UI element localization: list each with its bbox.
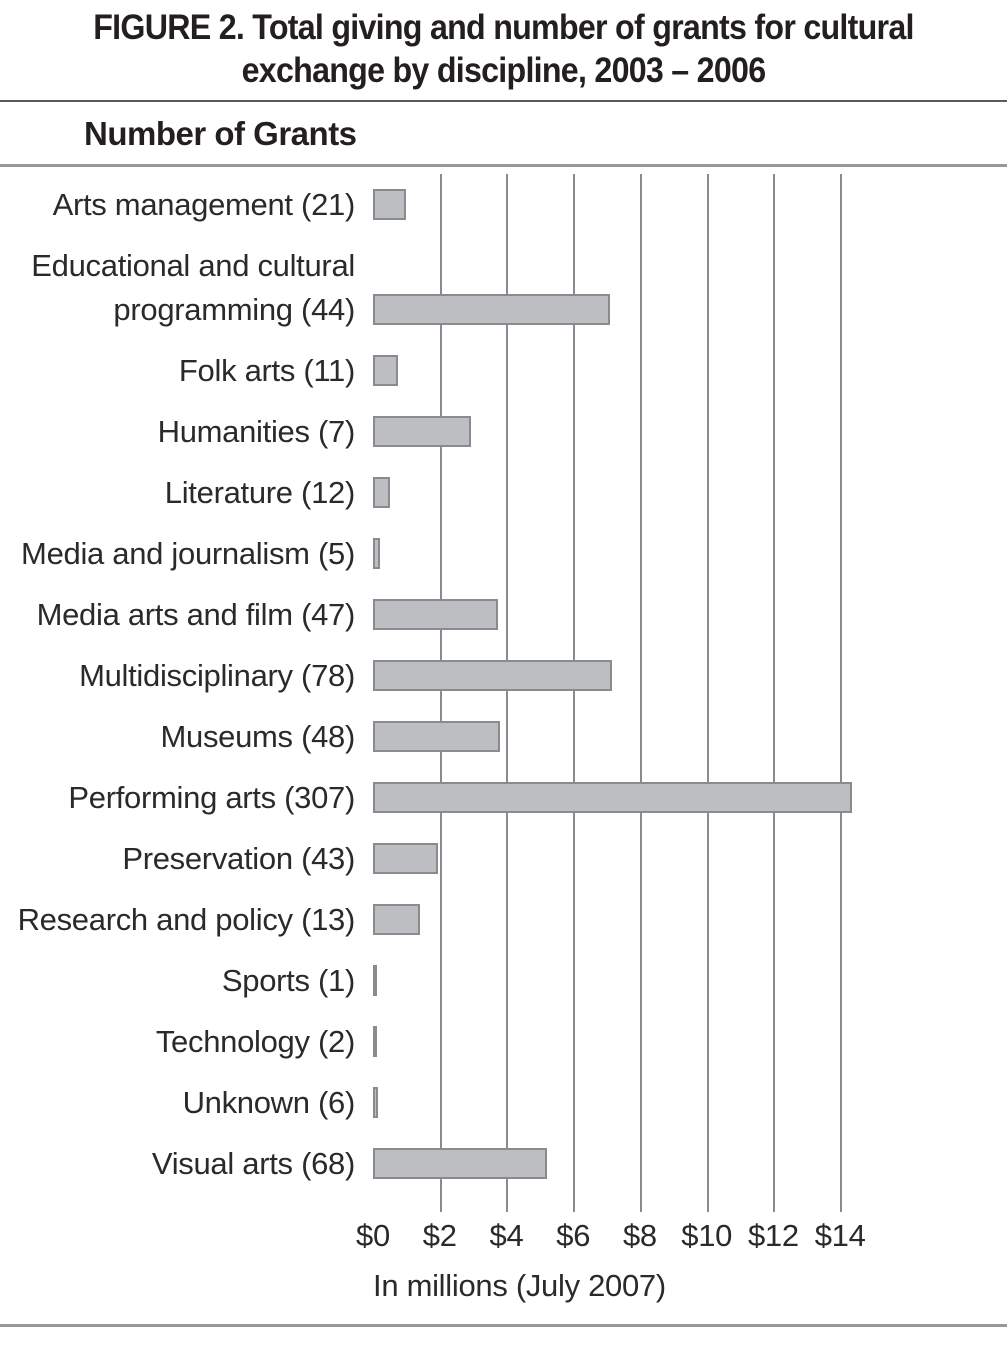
bar-cell [373,645,1007,706]
bar [373,843,439,874]
gridline [840,174,843,1212]
bar-cell [373,828,1007,889]
bar-row: Sports (1) [0,950,1007,1011]
bar [373,782,852,813]
bar-row: Performing arts (307) [0,767,1007,828]
gridline [506,174,509,1212]
bar-row: Preservation (43) [0,828,1007,889]
number-of-grants-header: Number of Grants [84,115,357,152]
category-label: Literature (12) [164,474,356,510]
bar [373,721,500,752]
gridline [639,174,642,1212]
bar [373,416,472,447]
category-label: Media and journalism (5) [21,535,355,571]
bar [373,1087,378,1118]
x-tick-label: $12 [747,1218,799,1253]
x-tick-label: $6 [556,1218,591,1253]
bar-row: Research and policy (13) [0,889,1007,950]
header-divider [0,164,1007,167]
bar-row: Educational and cultural programming (44) [0,235,1007,340]
bar-cell [373,340,1007,401]
bar-rows: Arts management (21) Educational and cult… [0,174,1007,1194]
bar-cell [373,889,1007,950]
gridline [573,174,576,1212]
category-label: Museums (48) [160,718,355,754]
category-label: Technology (2) [155,1023,355,1059]
category-label: Folk arts (11) [178,352,355,388]
category-label: Research and policy (13) [17,901,356,937]
figure-title-line1: FIGURE 2. Total giving and number of gra… [93,8,914,47]
gridlines [373,174,1007,1212]
category-label: Sports (1) [221,962,355,998]
bar-cell [373,174,1007,235]
x-tick-label: $0 [356,1218,390,1253]
x-tick-label: $2 [422,1218,457,1253]
bar-cell [373,950,1007,1011]
bar-row: Literature (12) [0,462,1007,523]
bar-cell [373,706,1007,767]
bar [373,660,612,691]
bar [373,1026,377,1057]
bar-row: Unknown (6) [0,1072,1007,1133]
bar [373,965,377,996]
bar-row: Visual arts (68) [0,1133,1007,1194]
category-label: Unknown (6) [182,1084,356,1120]
x-tick-label: $10 [681,1218,733,1253]
bar-row: Museums (48) [0,706,1007,767]
bottom-divider [0,1324,1007,1327]
category-label: Media arts and film (47) [36,596,356,632]
category-label: Educational and cultural programming (44) [31,248,355,327]
bar [373,477,390,508]
bar-chart: Arts management (21) Educational and cult… [0,174,1007,1212]
gridline [773,174,776,1212]
bar-row: Media arts and film (47) [0,584,1007,645]
x-tick-label: $4 [489,1218,524,1253]
bar-row: Technology (2) [0,1011,1007,1072]
bar-row: Arts management (21) [0,174,1007,235]
bar [373,538,380,569]
bar [373,599,499,630]
x-tick-label: $8 [622,1218,657,1253]
bar-cell [373,1011,1007,1072]
gridline [706,174,709,1212]
bar [373,355,399,386]
bar-cell [373,401,1007,462]
bar [373,294,610,325]
gridline [439,174,442,1212]
bar [373,904,420,935]
bar-row: Folk arts (11) [0,340,1007,401]
bar-row: Multidisciplinary (78) [0,645,1007,706]
bar-cell [373,584,1007,645]
figure-title-line2: exchange by discipline, 2003 – 2006 [241,51,766,90]
bar-cell [373,1133,1007,1194]
bar-cell [373,279,1007,340]
bar-cell [373,1072,1007,1133]
x-tick-label: $14 [814,1218,866,1253]
category-label: Humanities (7) [157,413,356,449]
category-label: Performing arts (307) [68,779,355,815]
figure-title: FIGURE 2. Total giving and number of gra… [0,0,1007,92]
category-label: Visual arts (68) [151,1145,355,1181]
bar [373,1148,547,1179]
title-divider [0,100,1007,102]
bar-cell [373,523,1007,584]
x-axis-ticks: $0 $2 $4 $6 $8 $10 $12 $14 [356,1218,1007,1256]
bar-cell [373,462,1007,523]
category-label: Preservation (43) [122,840,355,876]
bar [373,189,407,220]
x-axis-label: In millions (July 2007) [373,1268,666,1303]
bar-row: Humanities (7) [0,401,1007,462]
category-label: Arts management (21) [52,186,356,222]
bar-cell [373,767,1007,828]
bar-row: Media and journalism (5) [0,523,1007,584]
category-label: Multidisciplinary (78) [79,657,355,693]
